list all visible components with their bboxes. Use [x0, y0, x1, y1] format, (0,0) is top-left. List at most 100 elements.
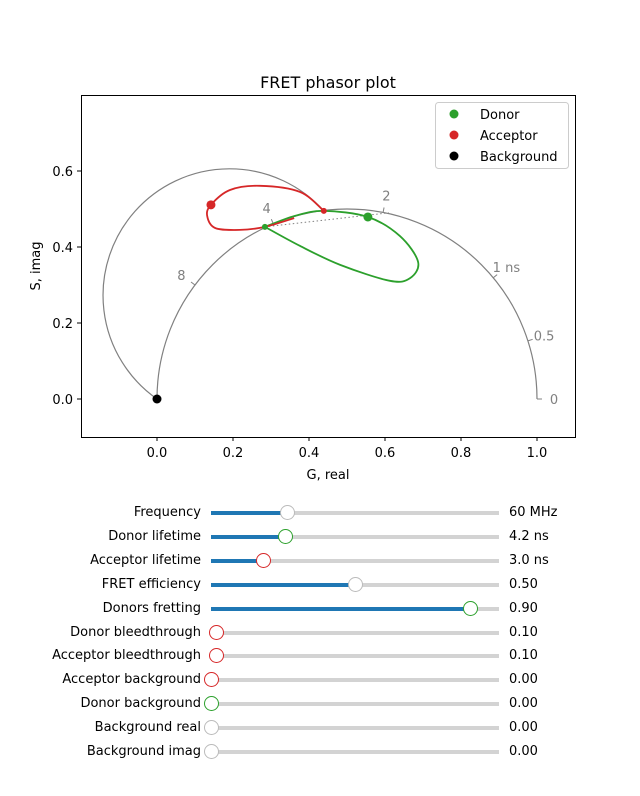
slider-acceptor-bleedthrough[interactable]: Acceptor bleedthrough 0.10 — [0, 646, 640, 666]
slider-handle[interactable] — [277, 528, 293, 544]
slider-fill — [211, 511, 288, 515]
point-background — [152, 394, 162, 404]
x-tick-label: 0.8 — [451, 446, 472, 461]
legend-marker-donor — [449, 109, 459, 119]
universal-semicircle — [156, 208, 538, 400]
slider-fret-efficiency[interactable]: FRET efficiency 0.50 — [0, 575, 640, 595]
slider-track[interactable] — [203, 720, 499, 736]
donor-quenching-arc — [102, 168, 325, 400]
slider-background-imag[interactable]: Background imag 0.00 — [0, 742, 640, 762]
slider-label: Background imag — [86, 744, 201, 759]
slider-track[interactable] — [211, 528, 499, 544]
legend-label-acceptor: Acceptor — [480, 129, 538, 144]
slider-track[interactable] — [211, 600, 499, 616]
slider-handle[interactable] — [462, 600, 478, 616]
acceptor-trajectory — [206, 184, 325, 231]
axes-frame — [81, 95, 576, 438]
x-tick-label: 0.4 — [299, 446, 320, 461]
fret-efficiency-line — [264, 212, 389, 228]
slider-handle[interactable] — [203, 672, 219, 688]
slider-acceptor-background[interactable]: Acceptor background 0.00 — [0, 670, 640, 690]
y-tick-label: 0.4 — [52, 241, 73, 256]
slider-label: Background real — [94, 720, 201, 736]
slider-track[interactable] — [203, 744, 499, 759]
slider-track[interactable] — [211, 576, 499, 592]
legend-label-background: Background — [480, 150, 558, 165]
donor-trajectory — [264, 209, 420, 283]
y-tick-label: 0.0 — [52, 393, 73, 408]
slider-value: 0.50 — [509, 576, 538, 592]
slider-handle[interactable] — [203, 720, 219, 736]
point-acceptor — [206, 200, 216, 210]
slider-handle[interactable] — [256, 552, 272, 568]
lifetime-label: 0.5 — [534, 330, 555, 345]
slider-value: 60 MHz — [509, 505, 558, 520]
slider-value: 0.00 — [509, 744, 538, 759]
slider-donors-fretting[interactable]: Donors fretting 0.90 — [0, 599, 640, 619]
slider-track[interactable] — [203, 672, 499, 688]
x-tick-label: 1.0 — [527, 446, 548, 461]
slider-label: Frequency — [133, 505, 201, 520]
slider-acceptor-lifetime[interactable]: Acceptor lifetime 3.0 ns — [0, 551, 640, 571]
phasor-plot: FRET phasor plot G, real S, imag 0 0.5 1 n… — [29, 73, 576, 483]
lifetime-tick — [527, 338, 533, 342]
slider-background-real[interactable]: Background real 0.00 — [0, 718, 640, 738]
legend-label-donor: Donor — [480, 108, 520, 123]
slider-donor-lifetime[interactable]: Donor lifetime 4.2 ns — [0, 527, 640, 547]
slider-value: 0.10 — [509, 624, 538, 640]
lifetime-label: 8 — [177, 269, 185, 284]
legend-marker-acceptor — [449, 130, 459, 140]
lifetime-label: 2 — [382, 190, 390, 205]
slider-value: 0.00 — [509, 672, 538, 688]
legend: Donor Acceptor Background — [435, 102, 569, 169]
slider-track[interactable] — [211, 552, 499, 568]
lifetime-tick — [190, 281, 196, 286]
slider-handle[interactable] — [209, 648, 225, 664]
slider-label: Donor bleedthrough — [70, 624, 201, 640]
slider-donor-background[interactable]: Donor background 0.00 — [0, 694, 640, 714]
slider-value: 0.00 — [509, 696, 538, 712]
slider-value: 4.2 ns — [509, 528, 549, 544]
slider-fill — [211, 606, 471, 611]
chart-title: FRET phasor plot — [260, 73, 396, 92]
lifetime-tick — [382, 207, 385, 213]
slider-fill — [211, 558, 264, 563]
slider-handle[interactable] — [279, 505, 295, 520]
lifetime-label: 4 — [263, 202, 271, 217]
x-axis-label: G, real — [307, 468, 350, 483]
slider-track[interactable] — [211, 505, 499, 520]
slider-fill — [211, 582, 355, 587]
slider-track[interactable] — [209, 624, 499, 640]
slider-track[interactable] — [203, 696, 499, 712]
x-tick-label: 0.0 — [147, 446, 168, 461]
lifetime-label: 1 ns — [493, 261, 521, 276]
slider-donor-bleedthrough[interactable]: Donor bleedthrough 0.10 — [0, 623, 640, 643]
slider-value: 0.10 — [509, 648, 538, 664]
slider-fill — [211, 534, 286, 539]
slider-label: Acceptor bleedthrough — [52, 648, 201, 664]
slider-label: Donors fretting — [102, 600, 201, 616]
y-tick-label: 0.6 — [52, 165, 73, 180]
y-axis-label: S, imag — [29, 241, 44, 290]
slider-value: 0.00 — [509, 720, 538, 736]
slider-frequency[interactable]: Frequency 60 MHz — [0, 503, 640, 523]
slider-label: Acceptor background — [62, 672, 201, 688]
lifetime-label: 0 — [550, 393, 558, 408]
slider-handle[interactable] — [209, 624, 225, 640]
slider-track[interactable] — [209, 648, 499, 664]
slider-handle[interactable] — [203, 696, 219, 712]
slider-value: 0.90 — [509, 600, 538, 616]
donor-curve-end — [261, 223, 268, 230]
point-donor — [363, 212, 373, 222]
slider-label: Donor background — [80, 696, 201, 712]
slider-handle[interactable] — [203, 744, 219, 759]
slider-handle[interactable] — [347, 576, 363, 592]
legend-marker-background — [449, 151, 459, 161]
slider-value: 3.0 ns — [509, 552, 549, 568]
y-tick-label: 0.2 — [52, 317, 73, 332]
slider-label: Acceptor lifetime — [90, 552, 201, 568]
x-tick-label: 0.2 — [223, 446, 244, 461]
slider-label: FRET efficiency — [101, 576, 201, 592]
acceptor-curve-end — [320, 207, 327, 214]
